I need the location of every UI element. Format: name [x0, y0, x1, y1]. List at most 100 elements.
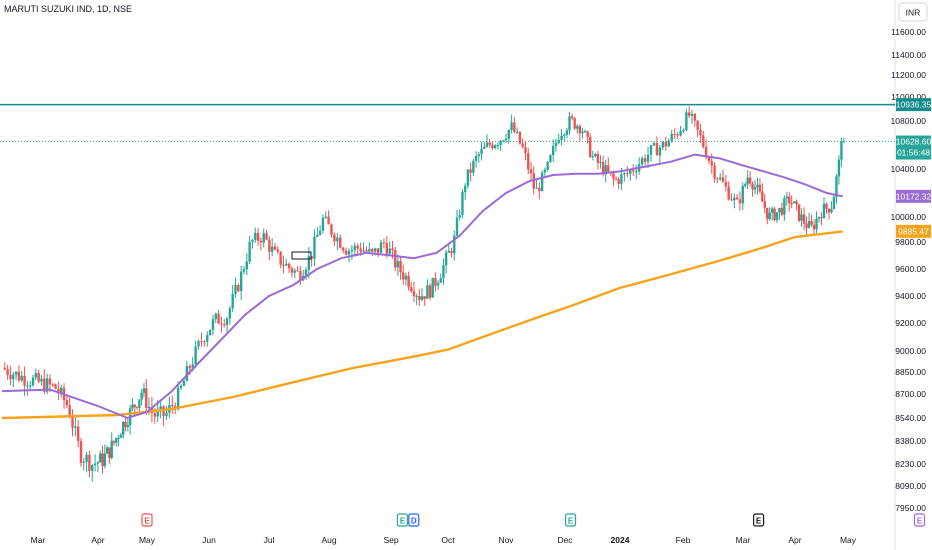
candle-body — [727, 186, 730, 200]
candle-body — [474, 155, 478, 161]
candle-body — [552, 146, 555, 156]
candle-body — [182, 380, 186, 386]
candle-body — [285, 263, 288, 266]
ma200-badge: 9885.47 — [896, 224, 931, 238]
x-tick-label: Oct — [441, 535, 455, 545]
candle-body — [466, 169, 470, 186]
candle-body — [313, 236, 316, 259]
candle-body — [330, 224, 333, 235]
ma50-line[interactable] — [1, 153, 843, 420]
event-marker[interactable]: E — [396, 513, 408, 527]
x-tick-label: Mar — [31, 535, 46, 545]
y-tick-label: 8850.00 — [895, 367, 926, 377]
candle-body — [518, 131, 522, 144]
event-marker[interactable]: E — [752, 513, 765, 527]
candle-body — [773, 208, 776, 221]
candle-body — [321, 217, 325, 231]
candle-body — [316, 235, 319, 237]
event-label: E — [568, 517, 574, 526]
candle-body — [629, 170, 632, 174]
event-marker[interactable]: E — [913, 513, 926, 527]
candle-body — [142, 388, 146, 393]
candle-body — [96, 462, 100, 464]
candle-body — [407, 275, 410, 288]
candle-body — [68, 405, 71, 418]
candle-body — [256, 232, 260, 241]
candle-body — [758, 184, 762, 192]
candle-body — [307, 256, 311, 271]
candle-body — [112, 440, 116, 443]
candle-body — [594, 154, 597, 157]
candle-body — [239, 271, 243, 292]
candle-body — [673, 133, 676, 135]
candle-body — [304, 270, 308, 276]
candle-body — [426, 285, 429, 299]
candle-body — [228, 308, 232, 319]
candle-body — [800, 214, 803, 221]
candle-body — [807, 221, 811, 228]
candle-body — [682, 130, 685, 132]
candle-body — [310, 256, 313, 259]
y-tick-label: 11200.00 — [891, 70, 926, 80]
candle-body — [245, 261, 248, 270]
candle-body — [513, 122, 516, 133]
candle-body — [472, 160, 475, 173]
candle-body — [415, 296, 418, 298]
candle-body — [568, 116, 571, 131]
candle-body — [350, 249, 354, 252]
event-marker[interactable]: E — [564, 513, 577, 527]
candle-body — [646, 154, 650, 162]
candle-body — [649, 145, 653, 155]
candle-body — [133, 404, 136, 408]
y-tick-label: 10800.00 — [891, 116, 927, 126]
candle-body — [724, 181, 728, 187]
candle-body — [573, 118, 576, 129]
candle-body — [251, 239, 254, 242]
candle-body — [43, 378, 46, 392]
candle-body — [735, 197, 739, 200]
candle-body — [248, 241, 251, 262]
ma200-line[interactable] — [1, 230, 843, 420]
candle-body — [376, 248, 380, 253]
candle-body — [135, 407, 139, 409]
candle-body — [290, 268, 294, 273]
chart-title: MARUTI SUZUKI IND, 1D, NSE — [4, 4, 132, 14]
y-tick-label: 8230.00 — [895, 459, 926, 469]
candle-body — [690, 113, 694, 116]
candle-body — [820, 217, 823, 219]
y-axis: 11600.00 11400.00 11200.00 11000.00 10800.00… — [891, 27, 927, 513]
candle-body — [203, 341, 206, 343]
candle-body — [447, 250, 451, 253]
event-marker[interactable]: E — [141, 513, 153, 527]
candle-body — [502, 140, 505, 142]
candle-body — [9, 374, 12, 380]
candle-body — [159, 406, 162, 410]
svg-text:9885.47: 9885.47 — [898, 226, 929, 236]
last-price-badge: 10628.60 01:56:48 — [896, 135, 931, 160]
candle-body — [231, 293, 234, 309]
candle-body — [214, 313, 217, 320]
annotation-box[interactable] — [291, 251, 312, 260]
candle-body — [220, 323, 223, 325]
candle-body — [268, 239, 271, 252]
x-tick-label: Apr — [91, 535, 104, 545]
candle-body — [318, 230, 322, 236]
candle-body — [74, 426, 77, 428]
candle-body — [716, 178, 719, 180]
candle-body — [617, 179, 620, 184]
currency-button[interactable]: INR — [898, 2, 928, 22]
candle-body — [578, 126, 582, 134]
candle-body — [282, 264, 285, 266]
event-marker[interactable]: D — [408, 513, 420, 527]
candle-body — [822, 203, 826, 219]
x-tick-label: Sep — [383, 535, 398, 545]
candle-body — [156, 409, 159, 417]
candle-body — [368, 248, 371, 252]
candle-body — [652, 142, 656, 146]
candle-body — [103, 453, 107, 466]
candle-body — [746, 177, 749, 185]
y-tick-label: 8540.00 — [895, 413, 926, 423]
candle-body — [795, 201, 798, 205]
